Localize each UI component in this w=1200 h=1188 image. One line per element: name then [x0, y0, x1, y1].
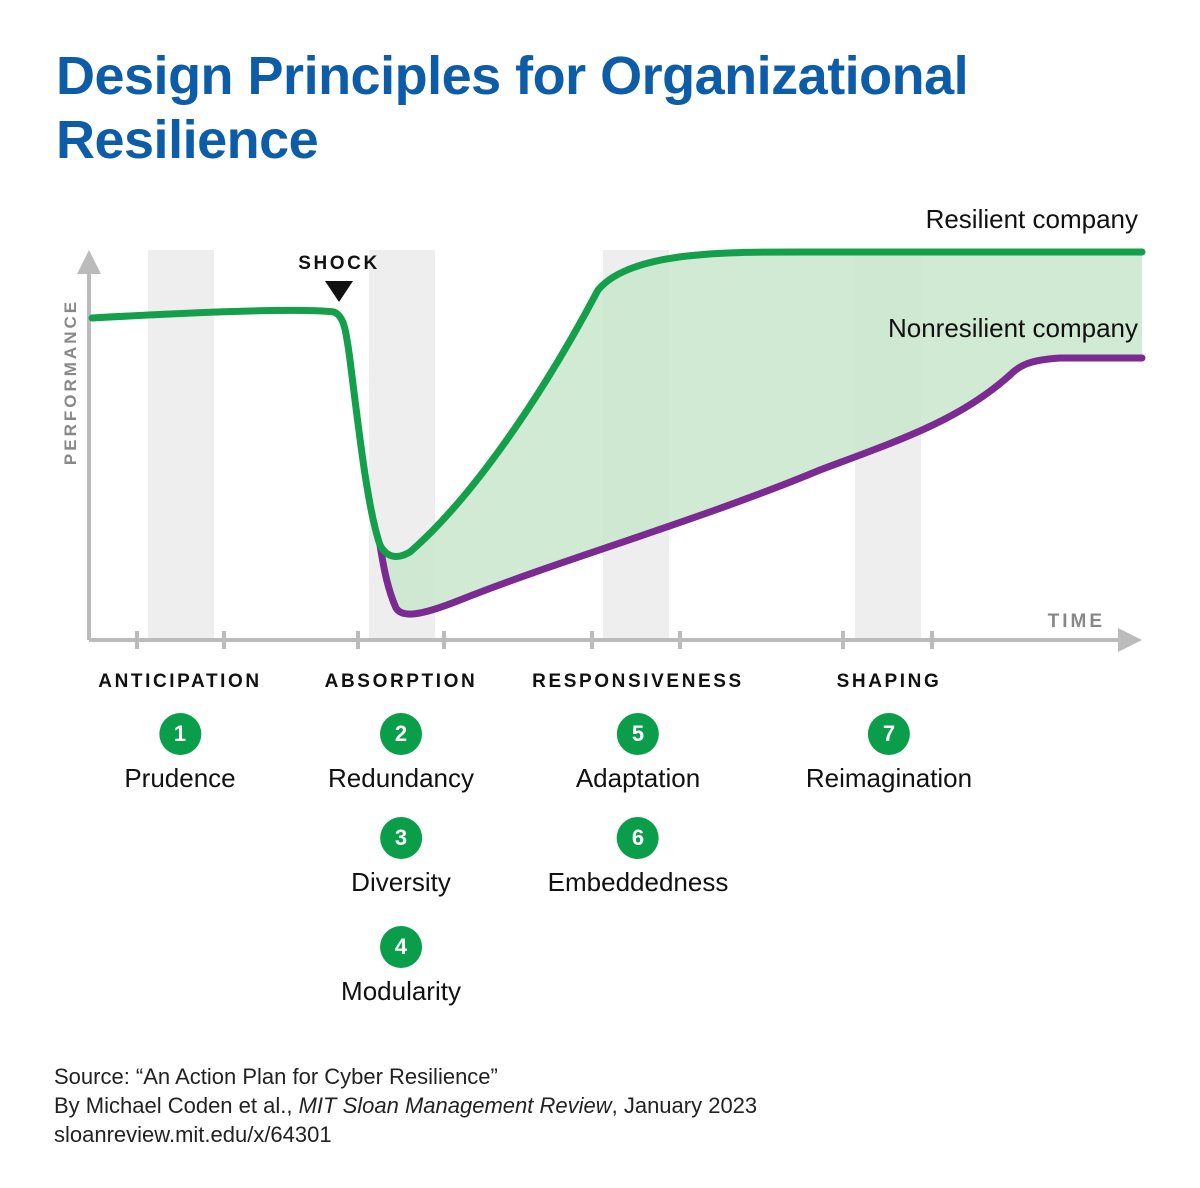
- shock-marker-icon: [325, 281, 353, 302]
- nonresilient-curve: [376, 354, 1146, 618]
- source-date: , January 2023: [611, 1093, 758, 1118]
- page-title: Design Principles for Organizational Res…: [56, 46, 969, 170]
- source-title-line: Source: “An Action Plan for Cyber Resili…: [54, 1064, 498, 1089]
- shock-label: SHOCK: [298, 253, 380, 274]
- axes: [87, 270, 1122, 649]
- x-axis-label: TIME: [1048, 611, 1105, 632]
- x-axis-arrow-icon: [1118, 628, 1142, 652]
- series-label-nonresilient: Nonresilient company: [888, 313, 1138, 343]
- shade-anticipation: [148, 250, 214, 640]
- y-axis-arrow-icon: [77, 250, 101, 274]
- resilience-gap-area: [380, 252, 1142, 615]
- source-author-line: By Michael Coden et al., MIT Sloan Manag…: [54, 1091, 757, 1120]
- source-authors: By Michael Coden et al.,: [54, 1093, 299, 1118]
- resilient-curve: [88, 248, 1146, 560]
- source-url: sloanreview.mit.edu/x/64301: [54, 1122, 332, 1147]
- y-axis-label: PERFORMANCE: [61, 299, 80, 465]
- source-publication: MIT Sloan Management Review: [298, 1093, 612, 1118]
- series-label-resilient: Resilient company: [926, 204, 1138, 234]
- source-citation: Source: “An Action Plan for Cyber Resili…: [54, 1062, 757, 1149]
